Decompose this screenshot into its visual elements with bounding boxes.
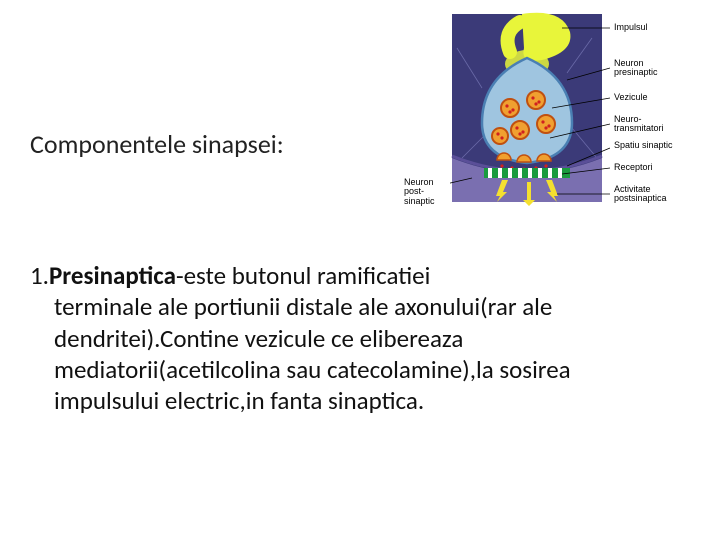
- body-rest: terminale ale portiunii distale ale axon…: [30, 291, 640, 416]
- page-title: Componentele sinapsei:: [30, 128, 284, 160]
- label-activitate-postsinaptica: Activitate postsinaptica: [614, 185, 682, 204]
- body-paragraph: 1.Presinaptica-este butonul ramificatiei…: [30, 260, 640, 416]
- list-number: 1.: [30, 260, 49, 291]
- synapse-diagram: Impulsul Neuron presinaptic Vezicule Neu…: [402, 8, 682, 208]
- label-vezicule: Vezicule: [614, 93, 648, 102]
- line1-rest: -este butonul ramificatiei: [176, 260, 430, 291]
- label-neurotransmitatori: Neuro-transmitatori: [614, 115, 682, 134]
- term-bold: Presinaptica: [49, 260, 176, 291]
- label-receptori: Receptori: [614, 163, 653, 172]
- label-spatiu-sinaptic: Spatiu sinaptic: [614, 141, 673, 150]
- label-neuron-postsinaptic: Neuron post-sinaptic: [404, 178, 450, 206]
- label-impulsul: Impulsul: [614, 23, 648, 32]
- label-neuron-presinaptic: Neuron presinaptic: [614, 59, 682, 78]
